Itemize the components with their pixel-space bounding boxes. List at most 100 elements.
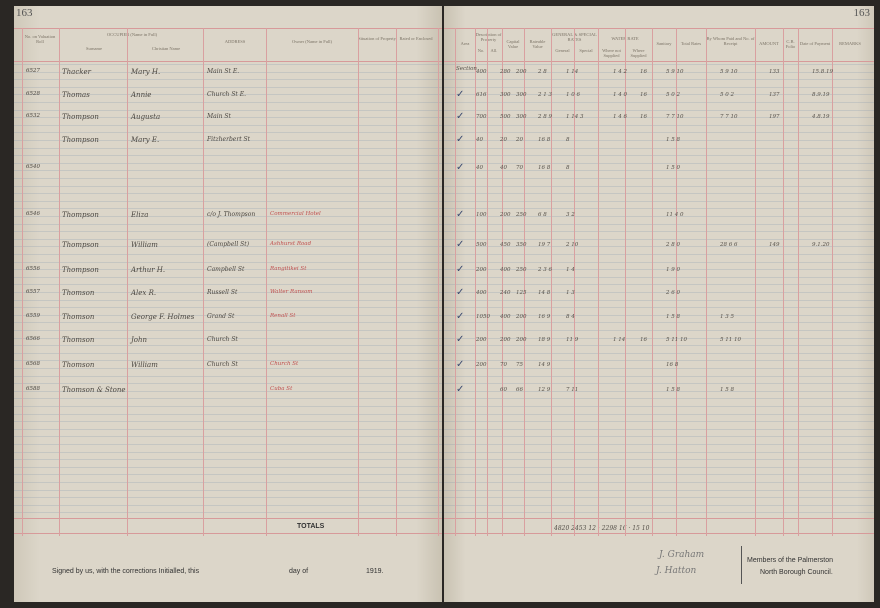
rate-value: 133 (769, 69, 780, 75)
occupier-christian-name: John (131, 336, 148, 344)
rate-value: 70 (516, 165, 523, 171)
header-general: General (555, 48, 570, 53)
occupier-christian-name: Mary H. (131, 68, 161, 76)
red-rule (444, 518, 874, 519)
ruled-line (14, 307, 442, 309)
header-no: No. (477, 48, 485, 53)
rate-value: 450 (500, 242, 511, 248)
ruled-line (444, 466, 874, 468)
ruled-line (444, 79, 874, 81)
red-rule (14, 533, 442, 534)
rate-value: 14 9 (538, 362, 551, 368)
occupier-christian-name: William (131, 361, 158, 369)
ruled-line (14, 276, 442, 278)
rate-value: 66 (516, 387, 523, 393)
ruled-line (14, 117, 442, 119)
ruled-line (444, 292, 874, 293)
check-mark: ✓ (456, 162, 465, 173)
red-rule (444, 533, 874, 534)
rate-value: 616 (476, 92, 487, 98)
rate-value: 197 (769, 114, 780, 120)
address: Campbell St (207, 266, 245, 273)
occupier-surname: Thomson (62, 336, 95, 344)
red-rule (14, 28, 442, 29)
header-address: ADDRESS (224, 39, 246, 44)
header-rated: Rated or Enclosed (399, 36, 433, 41)
address: Fitzherbert St (207, 136, 251, 143)
rate-value: 200 (500, 337, 511, 343)
ruled-line (14, 512, 442, 514)
rate-value: 2 6 0 (666, 290, 680, 296)
ruled-line (444, 140, 874, 141)
rate-value: 1 5 0 (666, 165, 680, 171)
owner: Walter Ransom (270, 289, 313, 295)
ruled-line (14, 94, 442, 96)
check-mark: ✓ (456, 287, 465, 298)
ruled-line (444, 261, 874, 263)
owner: Ashhurst Road (270, 241, 312, 247)
rate-value: 200 (476, 362, 487, 368)
ruled-line (444, 124, 874, 126)
occupier-christian-name: Arthur H. (131, 266, 166, 274)
occupier-christian-name: Augusta (131, 113, 161, 121)
check-mark: ✓ (456, 359, 465, 370)
ruled-line (444, 208, 874, 210)
check-mark: ✓ (456, 334, 465, 345)
ruled-line (14, 398, 442, 400)
column-line (598, 28, 599, 536)
occupier-christian-name: William (131, 241, 158, 249)
column-line (676, 28, 677, 536)
header-roll: No. on Valuation Roll (24, 34, 56, 44)
rate-value: 16 8 (666, 362, 679, 368)
page-number: 163 (16, 7, 33, 19)
roll-number: 6528 (26, 91, 40, 97)
rate-value: 250 (516, 267, 527, 273)
ruled-line (444, 238, 874, 240)
rate-value: 500 (476, 242, 487, 248)
roll-number: 6566 (26, 336, 40, 342)
check-mark: ✓ (456, 264, 465, 275)
ruled-line (14, 254, 442, 255)
ruled-line (444, 162, 874, 164)
rate-value: 8.9.19 (812, 92, 830, 98)
ruled-line (14, 124, 442, 126)
rate-value: 1050 (476, 314, 490, 320)
address: c/o J. Thompson (207, 211, 256, 218)
ruled-line (444, 269, 874, 271)
ruled-line (444, 337, 874, 339)
rate-value: 8 (566, 165, 570, 171)
occupier-christian-name: George F. Holmes (131, 313, 195, 321)
occupier-surname: Thompson (62, 211, 99, 219)
occupier-surname: Thompson (62, 266, 99, 274)
rate-value: 400 (476, 69, 487, 75)
ruled-line (444, 436, 874, 438)
header-where-supplied: Where Supplied (630, 48, 647, 58)
header-surname: Surname (86, 46, 102, 51)
ruled-line (14, 71, 442, 73)
rate-value: 16 (640, 114, 647, 120)
header-allot: All. (490, 48, 498, 53)
roll-number: 6588 (26, 386, 40, 392)
ruled-line (14, 238, 442, 240)
ruled-line (14, 352, 442, 354)
ruled-line (444, 71, 874, 73)
occupier-surname: Thomas (62, 91, 90, 99)
signature-2: J. Hatton (656, 566, 697, 576)
ruled-line (14, 428, 442, 430)
rate-value: 2 8 0 (666, 242, 680, 248)
occupier-surname: Thomson (62, 289, 95, 297)
header-area: Area (460, 41, 470, 46)
ruled-line (14, 208, 442, 210)
ruled-line (14, 383, 442, 385)
rate-value: 7 11 (566, 387, 579, 393)
ruled-line (14, 482, 442, 483)
rate-value: 700 (476, 114, 487, 120)
ruled-line (444, 299, 874, 301)
rate-value: 7 7 10 (720, 114, 738, 120)
check-mark: ✓ (456, 111, 465, 122)
address: Main St E. (207, 68, 240, 75)
rate-value: 2 8 9 (538, 114, 552, 120)
column-line (798, 28, 799, 536)
owner: Commercial Hotel (270, 211, 321, 217)
ruled-line (444, 368, 874, 369)
